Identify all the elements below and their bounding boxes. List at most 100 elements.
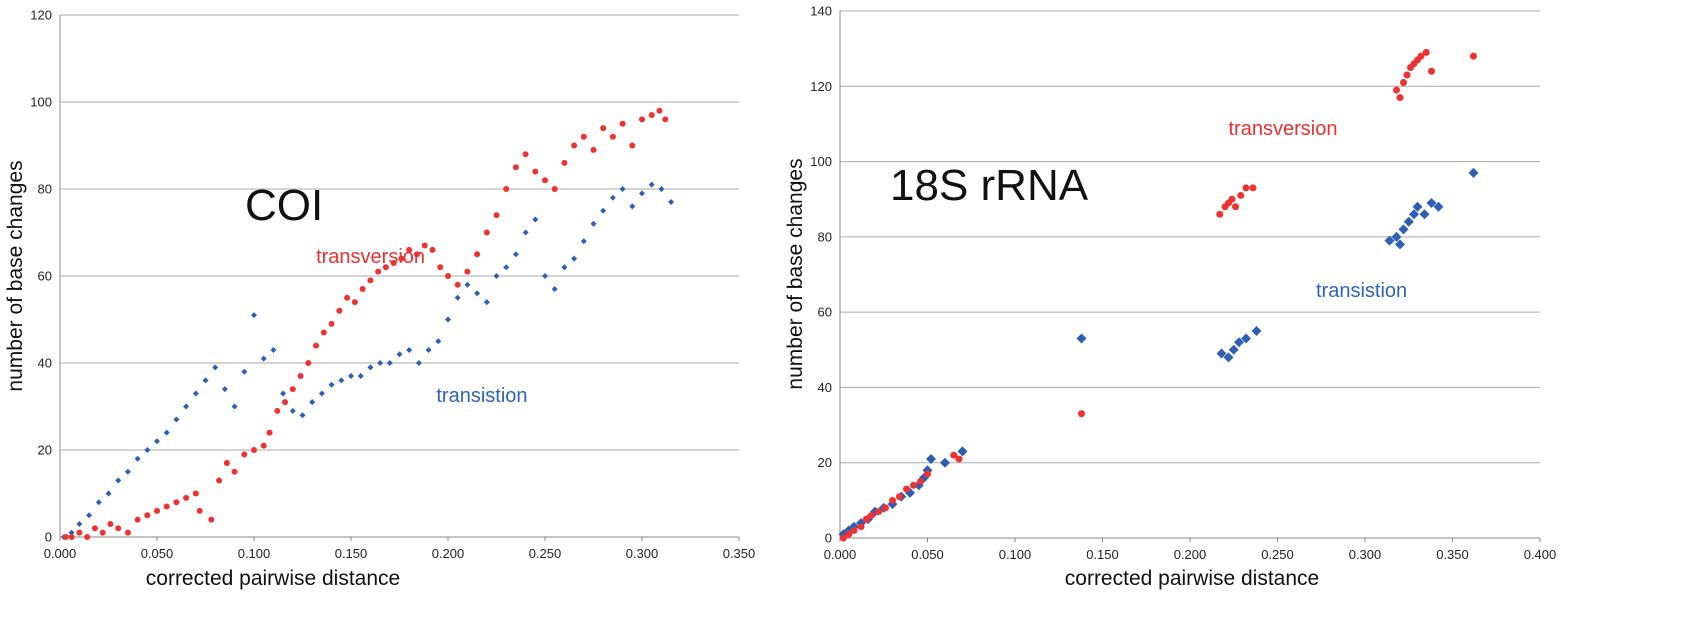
series-annotation: transversion (316, 246, 425, 268)
transistion-point (241, 368, 248, 375)
transistion-point (1403, 216, 1414, 227)
transversion-point (91, 525, 98, 532)
transversion-point (183, 494, 190, 501)
transistion-point (503, 264, 510, 271)
y-tick-label: 20 (38, 443, 52, 458)
x-tick-label: 0.250 (1261, 547, 1294, 562)
transistion-point (251, 312, 257, 319)
transversion-point (382, 264, 389, 271)
transistion-point (1433, 201, 1444, 212)
transistion-point (454, 294, 461, 301)
transistion-point (1412, 201, 1423, 212)
transistion-point (1419, 209, 1430, 220)
transversion-point (600, 125, 607, 132)
x-tick-label: 0.050 (911, 547, 944, 562)
transversion-point (464, 268, 471, 275)
transversion-point (445, 273, 451, 279)
transversion-point (413, 251, 420, 258)
transversion-point (274, 407, 281, 414)
transistion-point (425, 346, 432, 353)
transistion-point (338, 377, 345, 384)
transistion-point (629, 203, 636, 210)
x-tick-label: 0.350 (723, 546, 756, 561)
transistion-point (1228, 344, 1239, 355)
y-tick-label: 120 (30, 8, 52, 23)
transversion-point (1396, 94, 1404, 102)
x-axis-label: corrected pairwise distance (1065, 567, 1319, 590)
chart-title: 18S rRNA (890, 161, 1089, 210)
transversion-point (367, 277, 374, 284)
transversion-point (208, 516, 215, 523)
transistion-point (542, 273, 548, 279)
transversion-point (429, 246, 436, 253)
transistion-point (940, 457, 950, 468)
transversion-point (1232, 203, 1239, 211)
transversion-point (857, 523, 865, 531)
transversion-point (1249, 184, 1257, 192)
transversion-point (305, 360, 312, 366)
transistion-point (68, 529, 75, 536)
transistion-point (483, 299, 490, 306)
transversion-point (107, 520, 114, 527)
transversion-point (662, 116, 669, 123)
transversion-point (629, 142, 636, 149)
transistion-point (1241, 333, 1251, 344)
y-tick-label: 80 (38, 182, 52, 197)
transversion-point (850, 526, 858, 534)
transistion-point (639, 190, 645, 197)
transversion-point (639, 116, 645, 123)
transversion-point (1216, 210, 1224, 218)
transversion-point (406, 246, 413, 253)
transversion-point (1242, 184, 1250, 192)
y-tick-label: 60 (38, 269, 52, 284)
y-tick-label: 80 (818, 229, 832, 244)
transistion-point (212, 364, 219, 371)
transversion-point (1422, 48, 1430, 56)
transistion-point (280, 390, 287, 397)
y-axis-label: number of base changes (4, 160, 27, 391)
transistion-point (289, 407, 296, 414)
transversion-point (1237, 191, 1245, 199)
transversion-point (889, 496, 896, 504)
x-tick-label: 0.000 (824, 547, 857, 562)
transistion-point (406, 346, 413, 353)
transversion-point (561, 159, 568, 166)
y-tick-label: 0 (45, 530, 52, 545)
transistion-point (1409, 209, 1419, 220)
transistion-point (144, 447, 151, 453)
transversion-point (1403, 71, 1411, 79)
x-tick-label: 0.250 (529, 546, 562, 561)
y-tick-label: 140 (810, 4, 832, 19)
transversion-point (474, 251, 481, 258)
transversion-point (216, 477, 223, 484)
transversion-point (875, 508, 882, 516)
y-axis-label: number of base changes (784, 158, 807, 389)
transversion-point (590, 146, 597, 153)
transversion-point (542, 177, 548, 184)
y-tick-label: 120 (810, 79, 832, 94)
transversion-point (619, 120, 626, 127)
transistion-point (532, 216, 539, 223)
y-tick-label: 20 (818, 455, 832, 470)
transistion-point (561, 264, 568, 271)
transistion-point (1468, 167, 1479, 178)
x-axis-label: corrected pairwise distance (146, 567, 400, 590)
transversion-point (580, 133, 587, 140)
transversion-point (512, 164, 519, 171)
x-tick-label: 0.100 (999, 547, 1032, 562)
transistion-point (415, 360, 422, 366)
y-tick-label: 0 (825, 531, 832, 546)
transversion-point (840, 534, 847, 542)
transistion-point (600, 207, 607, 214)
transversion-point (868, 511, 875, 519)
transversion-point (910, 481, 917, 489)
x-tick-label: 0.150 (335, 546, 368, 561)
transversion-point (344, 294, 351, 301)
transversion-point (845, 530, 853, 538)
transversion-point (134, 516, 141, 523)
transversion-point (154, 507, 160, 514)
transistion-point (957, 446, 968, 457)
transversion-point (656, 107, 663, 114)
transistion-point (658, 186, 665, 192)
